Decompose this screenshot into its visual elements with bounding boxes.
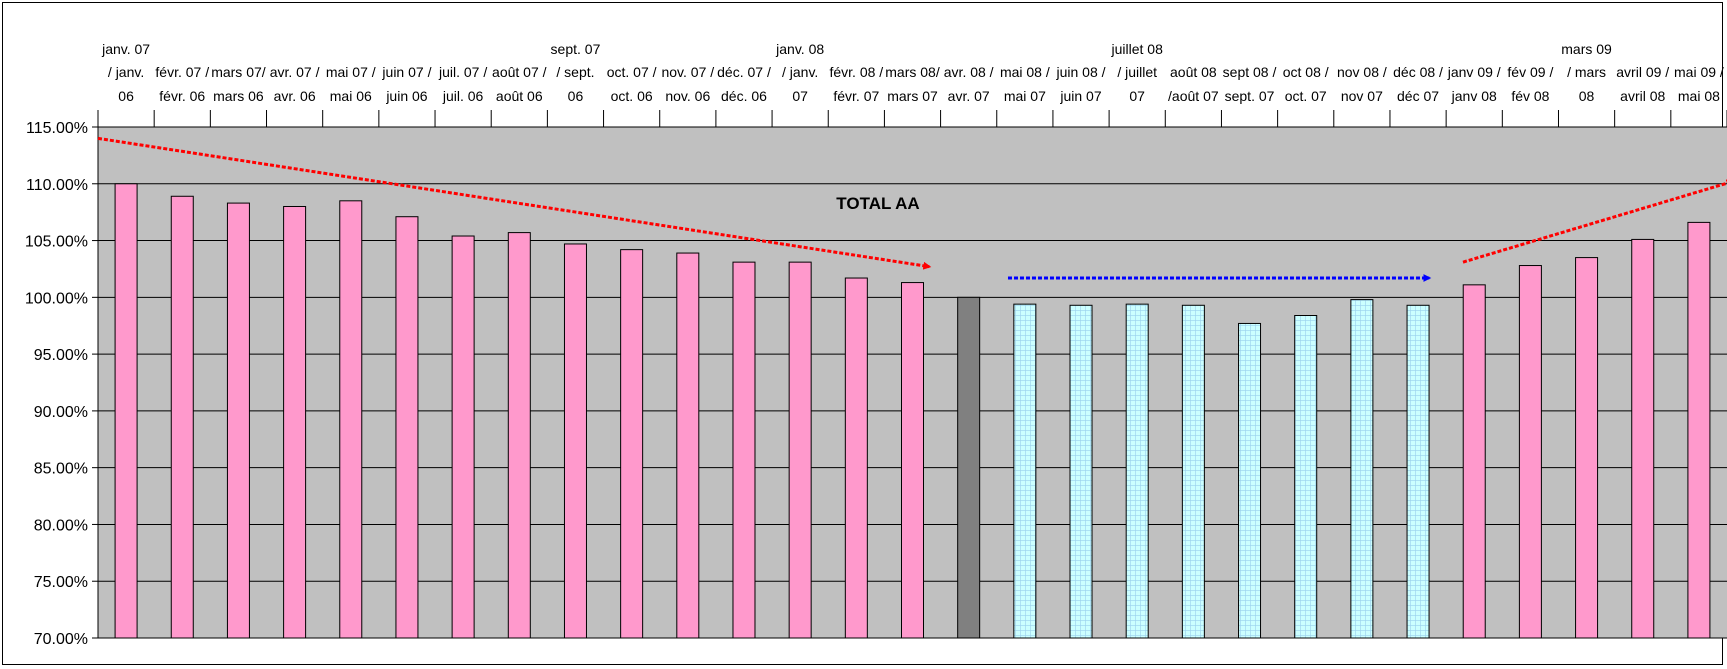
x-tick-label: mai 09 /mai 08: [1674, 64, 1724, 104]
bar: [507, 232, 531, 639]
bar: [283, 205, 307, 639]
bar: [957, 296, 981, 639]
x-tick-label: mars 07/mars 06: [211, 64, 266, 104]
bar: [451, 235, 475, 639]
y-axis: 115.00% 110.00% 105.00% 100.00% 95.00% 90.00%…: [25, 120, 99, 648]
x-tick-label: déc. 07 /déc. 06: [717, 64, 771, 104]
trend-arrow: [97, 136, 932, 270]
x-tick-label: juil. 07 /juil. 06: [438, 64, 487, 104]
x-tick-label: janv 09 /janv 08: [1447, 64, 1501, 104]
bar: [1294, 315, 1318, 639]
y-tick-label: 85.00%: [34, 461, 88, 478]
y-tick-label: 75.00%: [34, 574, 88, 591]
trend-arrow: [1462, 179, 1727, 264]
bar: [339, 200, 363, 639]
bar: [620, 249, 644, 639]
y-tick-label: 110.00%: [26, 177, 88, 194]
bar: [563, 243, 587, 639]
x-tick-label: janv. 07/ janv. 06: [101, 41, 150, 104]
x-tick-label: oct. 07 /oct. 06: [607, 64, 657, 104]
trend-arrows: [97, 136, 1727, 283]
x-tick-label: avr. 07 /avr. 06: [270, 64, 320, 104]
chart-title: TOTAL AA: [836, 194, 919, 213]
bar: [844, 277, 868, 639]
bar: [1238, 322, 1262, 639]
bar: [1013, 303, 1037, 639]
bar: [1350, 299, 1374, 639]
bar: [901, 282, 924, 639]
bar: [114, 183, 138, 639]
bar: [676, 252, 700, 639]
bar: [170, 195, 194, 639]
bar: [1687, 221, 1711, 639]
y-tick-label: 115.00%: [26, 120, 88, 137]
x-tick-label: oct 08 /oct. 07: [1283, 64, 1329, 104]
x-tick-label: déc 08 /déc 07: [1393, 64, 1443, 104]
x-tick-label: mai 07 /mai 06: [326, 64, 376, 104]
bar: [1181, 304, 1205, 639]
bar: [1125, 303, 1149, 639]
x-tick-label: janv. 08/ janv. 07: [775, 41, 824, 104]
x-tick-label: mars 08/mars 07: [885, 64, 940, 104]
bar: [1575, 257, 1599, 639]
x-tick-label: févr. 08 /févr. 07: [829, 64, 883, 104]
x-tick-label: juin 07 /juin 06: [381, 64, 431, 104]
bar: [1631, 238, 1655, 639]
x-tick-label: août 08/août 07: [1168, 64, 1219, 104]
bar: [226, 202, 250, 639]
x-tick-label: fév 09 /fév 08: [1507, 64, 1553, 104]
x-tick-label: juillet 08/ juillet 07: [1111, 41, 1164, 104]
x-tick-label: avr. 08 /avr. 07: [944, 64, 994, 104]
x-tick-label: juin 08 /juin 07: [1055, 64, 1105, 104]
x-tick-label: mars 09/ mars 08: [1561, 41, 1612, 104]
bars: [114, 183, 1711, 639]
x-tick-label: août 07 /août 06: [492, 64, 547, 104]
y-tick-label: 80.00%: [34, 517, 88, 534]
y-tick-label: 90.00%: [34, 404, 88, 421]
bar: [1518, 265, 1542, 639]
x-tick-label: nov 08 /nov 07: [1337, 64, 1387, 104]
y-tick-label: 95.00%: [34, 347, 88, 364]
y-tick-label: 105.00%: [25, 234, 88, 251]
x-tick-label: sept. 07/ sept. 06: [551, 41, 601, 104]
x-tick-label: mai 08 /mai 07: [1000, 64, 1050, 104]
x-tick-label: févr. 07 /févr. 06: [155, 64, 209, 104]
bar: [395, 216, 419, 639]
y-tick-label: 100.00%: [25, 290, 88, 307]
bar: [732, 261, 756, 639]
y-tick-label: 70.00%: [34, 631, 88, 648]
bar: [1462, 284, 1486, 639]
bar: [788, 261, 812, 639]
x-tick-label: nov. 07 /nov. 06: [661, 64, 714, 104]
bar: [1069, 304, 1093, 639]
x-tick-label: avril 09 /avril 08: [1616, 64, 1669, 104]
x-tick-label: sept 08 /sept. 07: [1223, 64, 1277, 104]
bar: [1406, 304, 1430, 639]
